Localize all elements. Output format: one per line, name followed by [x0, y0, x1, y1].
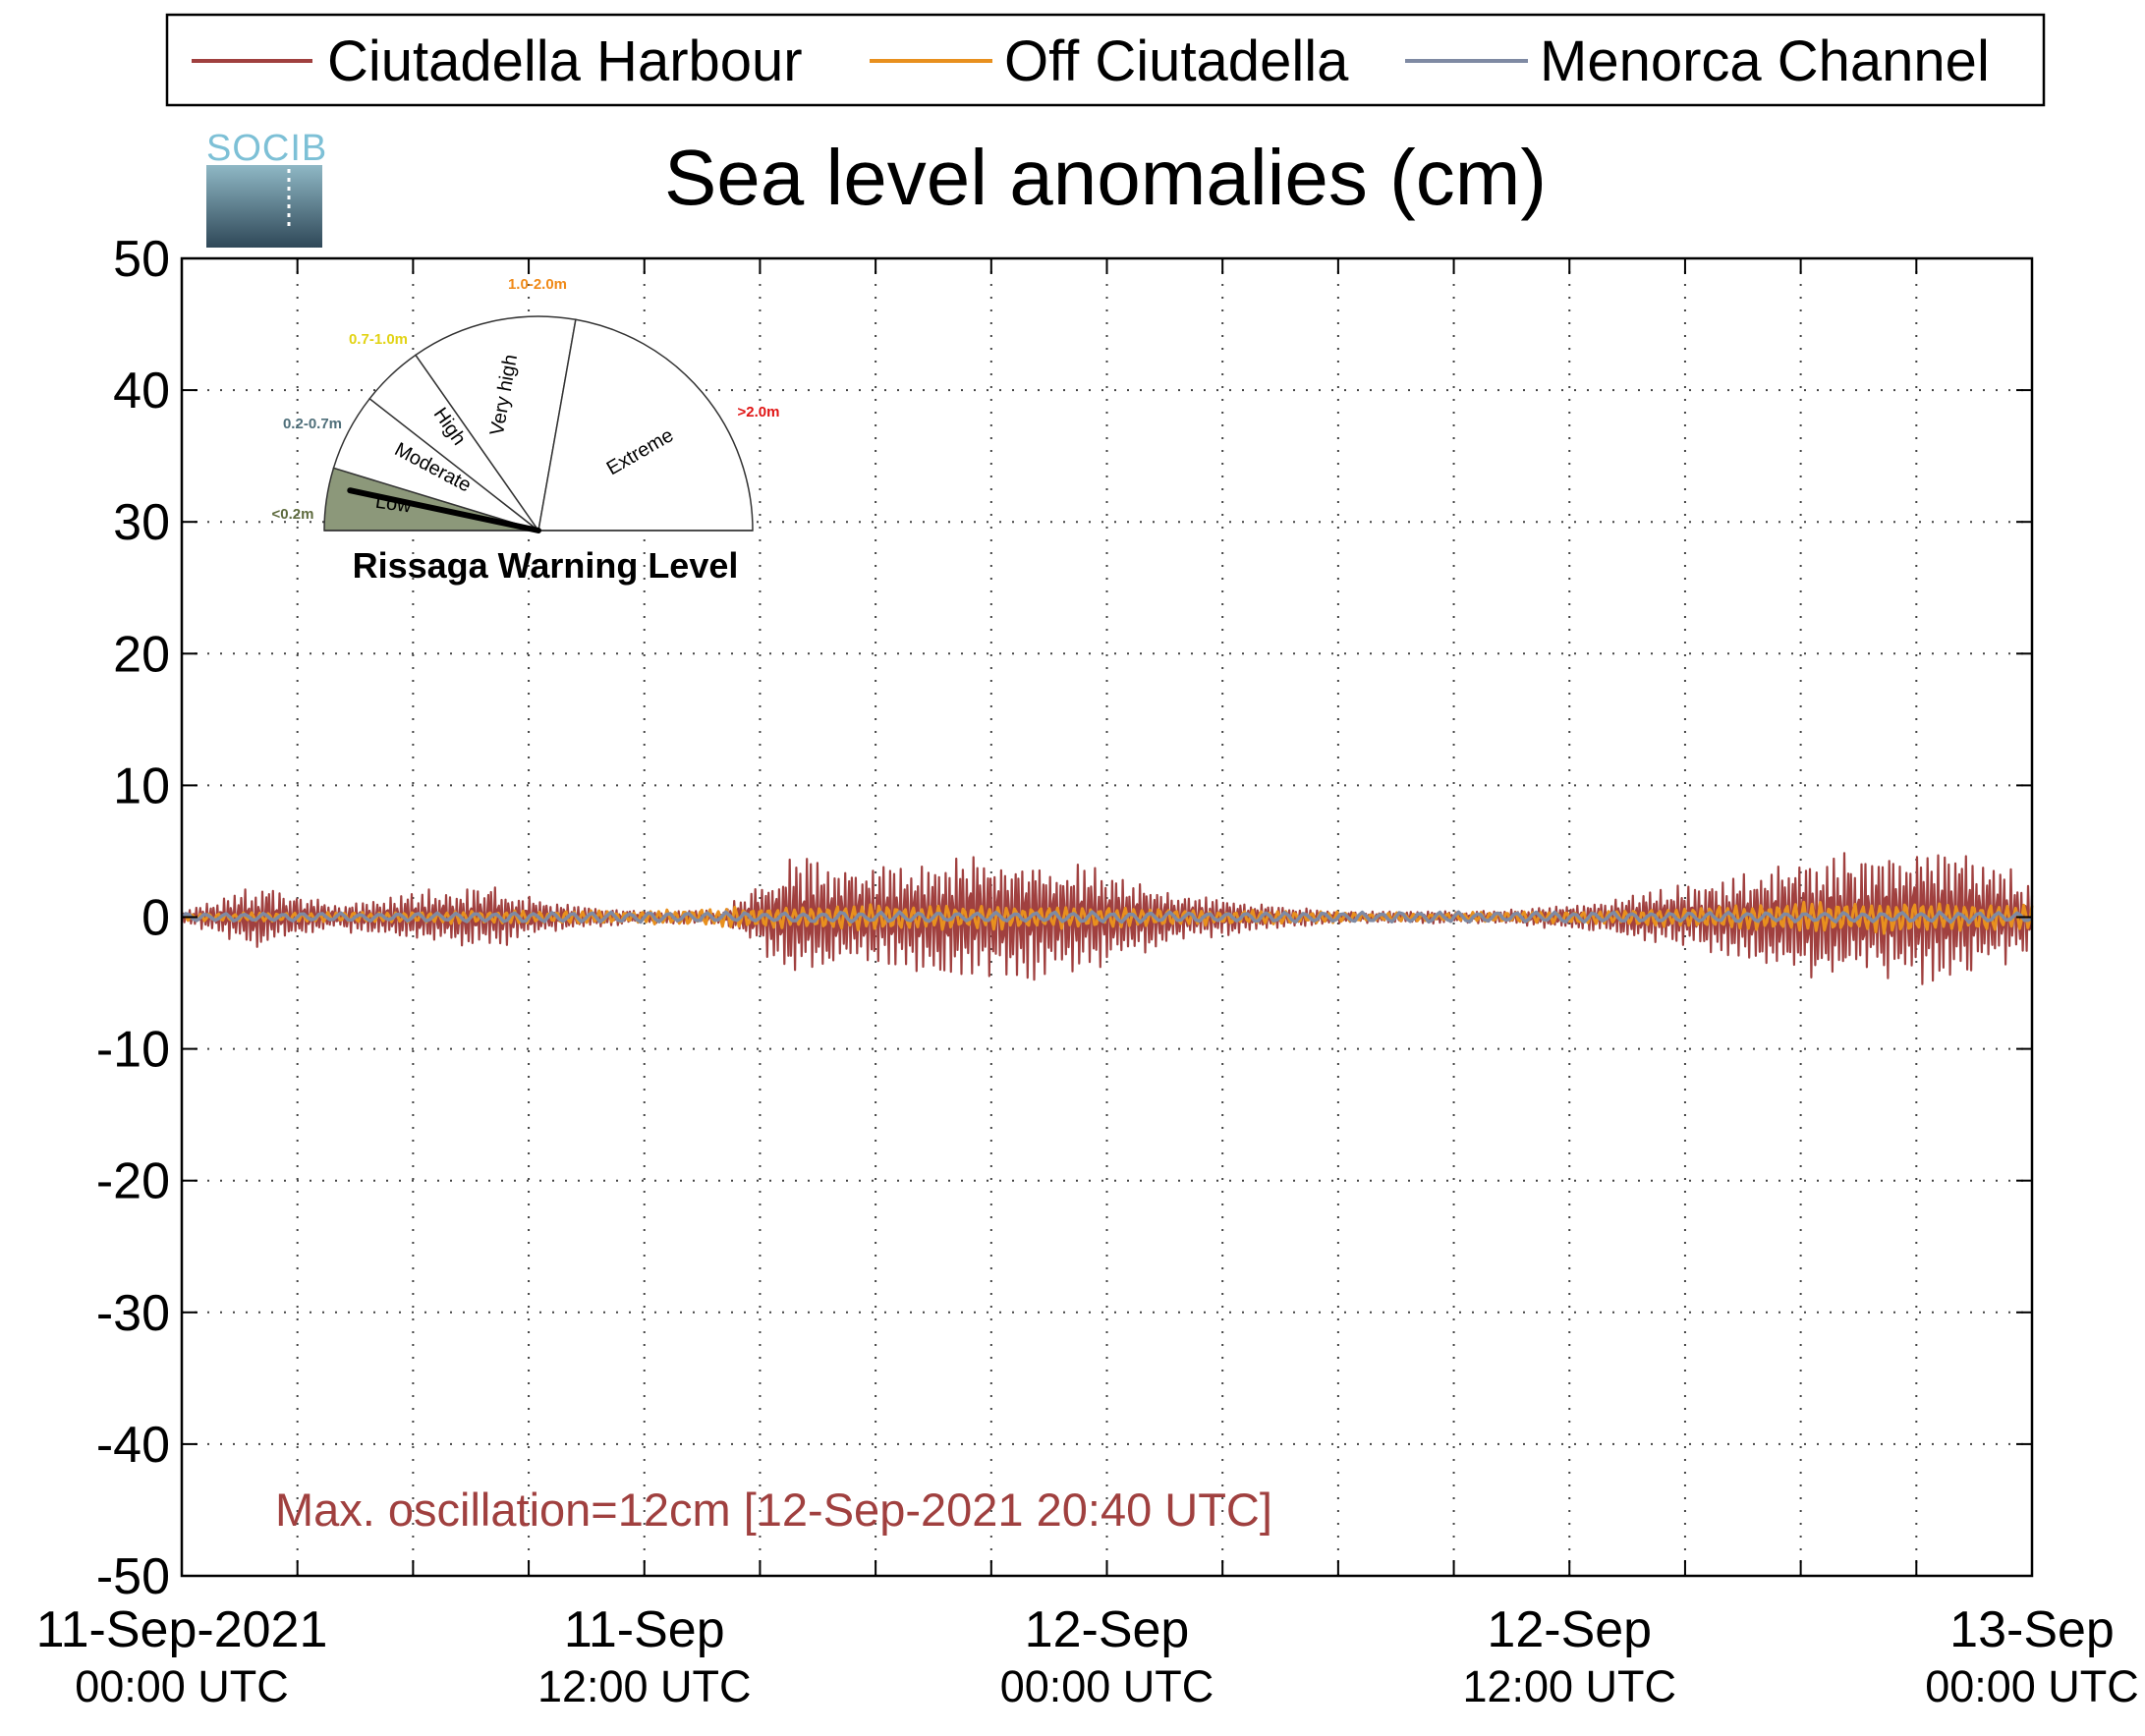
gauge-sector-very-high: [414, 315, 577, 532]
gauge-title: Rissaga Warning Level: [353, 545, 739, 586]
legend: Ciutadella Harbour Off Ciutadella Menorc…: [165, 13, 2046, 107]
gauge-range-label: <0.2m: [272, 506, 314, 523]
gauge-sector-extreme: [537, 318, 754, 532]
y-tick-label: -40: [96, 1417, 170, 1474]
y-tick-label: 0: [141, 890, 170, 947]
y-tick-label: 40: [113, 363, 170, 420]
gauge-range-label: 0.7-1.0m: [349, 331, 408, 348]
gauge-needle: [347, 487, 541, 533]
socib-logo: SOCIB: [206, 128, 327, 248]
y-axis: 50 40 30 20 10 0 -10 -20 -30 -40 -50: [96, 231, 170, 1605]
logo-text: SOCIB: [206, 128, 327, 169]
x-tick-sublabel: 12:00 UTC: [1462, 1661, 1676, 1711]
max-oscillation-note: Max. oscillation=12cm [12-Sep-2021 20:40…: [275, 1484, 1272, 1536]
x-tick-label: 12-Sep: [1025, 1601, 1190, 1658]
x-tick-label: 11-Sep-2021: [36, 1601, 328, 1658]
y-tick-label: -30: [96, 1285, 170, 1342]
y-tick-label: -20: [96, 1153, 170, 1210]
gauge-range-label: 1.0-2.0m: [508, 276, 567, 293]
x-tick-label: 13-Sep: [1949, 1601, 2115, 1658]
x-tick-sublabel: 00:00 UTC: [75, 1661, 289, 1711]
y-tick-label: 30: [113, 494, 170, 551]
x-tick-sublabel: 12:00 UTC: [537, 1661, 752, 1711]
chart-title: Sea level anomalies (cm): [664, 134, 1547, 221]
legend-box: [165, 13, 2046, 107]
x-tick-label: 12-Sep: [1487, 1601, 1652, 1658]
axis-ticks: [182, 257, 2032, 1577]
legend-label-menorca-channel: Menorca Channel: [1540, 29, 1990, 93]
series-line-menorca-channel: [180, 910, 2034, 924]
legend-label-off-ciutadella: Off Ciutadella: [1004, 29, 1349, 93]
x-tick-sublabel: 00:00 UTC: [1000, 1661, 1214, 1711]
y-tick-label: -10: [96, 1022, 170, 1079]
y-tick-label: 20: [113, 626, 170, 683]
gauge-range-label: 0.2-0.7m: [283, 416, 342, 432]
x-tick-label: 11-Sep: [564, 1601, 725, 1658]
y-tick-label: -50: [96, 1548, 170, 1605]
y-tick-label: 10: [113, 757, 170, 814]
legend-label-ciutadella-harbour: Ciutadella Harbour: [327, 29, 803, 93]
gauge-range-label: >2.0m: [738, 404, 780, 420]
series-line-off-ciutadella: [180, 900, 2034, 935]
x-tick-sublabel: 00:00 UTC: [1925, 1661, 2139, 1711]
y-tick-label: 50: [113, 231, 170, 288]
logo-block: [206, 165, 322, 248]
series-layer: [180, 852, 2034, 985]
